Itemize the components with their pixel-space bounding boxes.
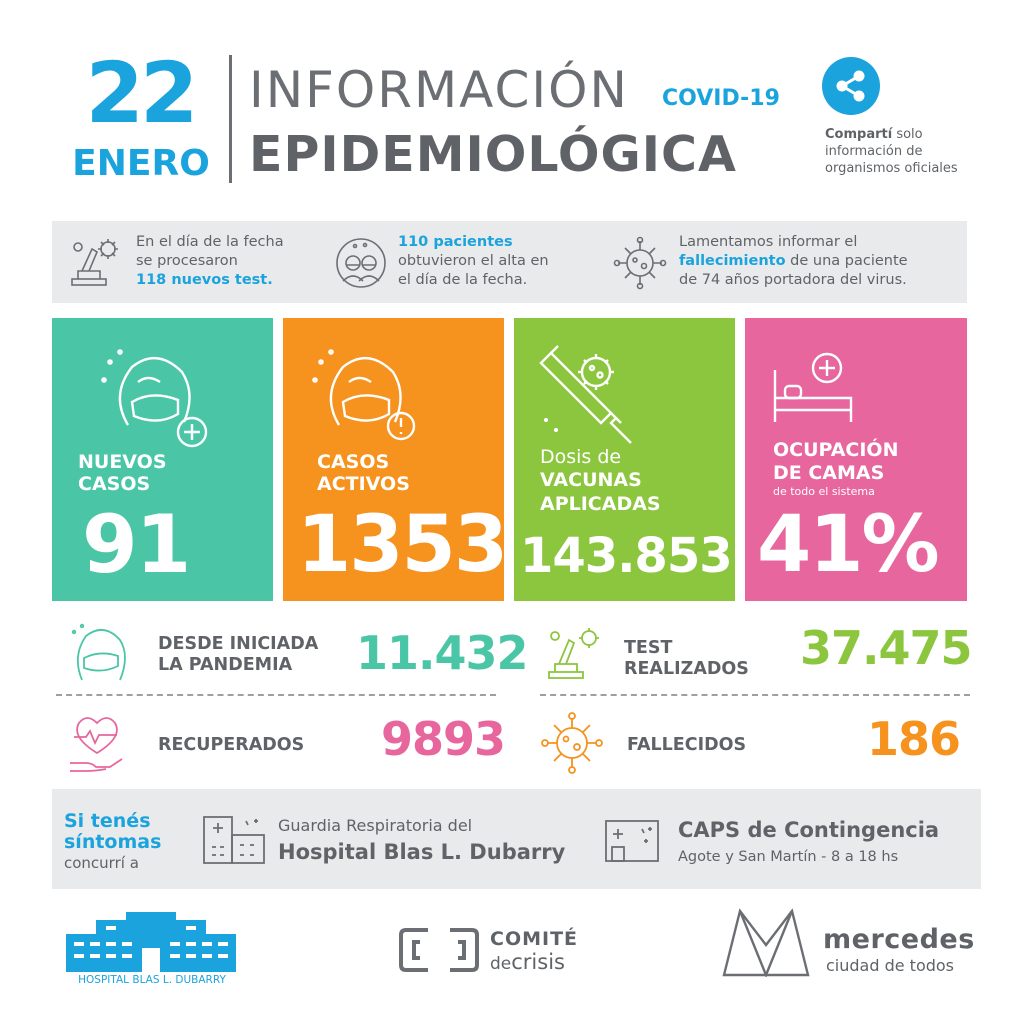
comite-sub: decrisis <box>490 951 565 975</box>
card-beds: OCUPACIÓN DE CAMAS de todo el sistema 41… <box>745 318 967 601</box>
date-month: ENERO <box>72 143 210 184</box>
divider-left <box>56 694 496 696</box>
share-button[interactable] <box>822 57 880 115</box>
info-deaths: Lamentamos informar el fallecimiento de … <box>679 233 908 290</box>
stat-since-pandemic-label-2: LA PANDEMIA <box>158 655 293 675</box>
info-tests-highlight: 118 nuevos test. <box>136 272 273 288</box>
card-active-cases-label-2: ACTIVOS <box>317 473 410 495</box>
info-discharges-highlight: 110 pacientes <box>398 234 513 250</box>
title-line1: INFORMACIÓN <box>249 61 629 119</box>
share-note: Compartí solo información de organismos … <box>825 126 995 177</box>
card-active-cases-label-1: CASOS <box>317 451 390 473</box>
card-beds-value: 41% <box>757 500 940 590</box>
hospital-logo <box>66 912 236 972</box>
comite-title: COMITÉ <box>490 928 579 950</box>
stat-tests-label-2: REALIZADOS <box>624 659 749 679</box>
card-vaccines-label-1: VACUNAS <box>540 469 642 491</box>
info-discharges-line3: el día de la fecha. <box>398 272 528 288</box>
stat-since-pandemic-label-1: DESDE INICIADA <box>158 634 319 654</box>
symptoms-line1: Si tenés <box>64 810 151 832</box>
share-note-line2: información de <box>825 144 923 159</box>
symptoms-line2: síntomas <box>64 831 162 853</box>
syringe-virus-icon <box>539 345 632 444</box>
symptoms-line3: concurrí a <box>64 854 139 872</box>
virus-icon <box>613 236 667 290</box>
caps-name: CAPS de Contingencia <box>678 818 940 842</box>
card-beds-sub: de todo el sistema <box>773 485 875 498</box>
card-vaccines-label-2: APLICADAS <box>540 493 661 515</box>
stat-tests-value: 37.475 <box>800 621 973 675</box>
mercedes-logo-icon <box>722 908 810 977</box>
comite-sub-de: de <box>490 954 512 974</box>
caps-detail: Agote y San Martín - 8 a 18 hs <box>678 849 899 865</box>
virus-icon <box>541 712 603 774</box>
stat-deceased-label: FALLECIDOS <box>627 735 747 755</box>
info-deaths-highlight: fallecimiento <box>679 253 786 269</box>
card-active-cases: CASOS ACTIVOS 1353 <box>283 318 504 601</box>
card-new-cases-label-2: CASOS <box>78 473 151 495</box>
masked-face-plus-icon <box>101 349 208 448</box>
stat-recovered-label: RECUPERADOS <box>158 735 305 755</box>
hospital-bed-icon <box>773 352 853 422</box>
stat-recovered-value: 9893 <box>381 712 506 766</box>
masked-face-alert-icon <box>312 349 416 441</box>
masked-face-icon <box>71 623 126 681</box>
card-new-cases: NUEVOS CASOS 91 <box>52 318 273 601</box>
card-new-cases-value: 91 <box>82 498 191 591</box>
info-deaths-line3: de 74 años portadora del virus. <box>679 272 907 288</box>
header-divider <box>229 55 232 183</box>
info-discharges-line2: obtuvieron el alta en <box>398 253 549 269</box>
symptoms-bar: Si tenés síntomas concurrí a Guardia Res… <box>52 789 981 889</box>
hospital-name: Hospital Blas L. Dubarry <box>278 840 566 864</box>
divider-right <box>540 694 970 696</box>
share-note-line3: organismos oficiales <box>825 161 958 176</box>
info-deaths-line1: Lamentamos informar el <box>679 234 858 250</box>
card-active-cases-value: 1353 <box>297 500 504 590</box>
card-vaccines-pre: Dosis de <box>540 446 622 468</box>
stat-deceased-value: 186 <box>867 712 961 766</box>
info-discharges: 110 pacientes obtuvieron el alta en el d… <box>398 233 549 290</box>
share-note-rest: solo <box>896 127 923 142</box>
date-day: 22 <box>85 44 199 142</box>
hospital-pre: Guardia Respiratoria del <box>278 816 473 835</box>
comite-logo-icon <box>399 928 479 972</box>
mercedes-title: mercedes <box>823 924 975 955</box>
covid-tag: COVID-19 <box>662 86 780 111</box>
info-tests: En el día de la fecha se procesaron 118 … <box>136 233 284 290</box>
heart-hand-icon <box>70 717 123 772</box>
info-tests-line1: En el día de la fecha <box>136 234 284 250</box>
masked-people-icon <box>336 238 386 288</box>
stat-since-pandemic-value: 11.432 <box>356 626 529 680</box>
title-line2: EPIDEMIOLÓGICA <box>249 126 737 183</box>
caps-building-icon <box>605 820 659 862</box>
microscope-icon <box>548 628 599 679</box>
comite-sub-crisis: crisis <box>511 950 565 974</box>
card-beds-label-2: DE CAMAS <box>773 462 885 484</box>
card-vaccines-value: 143.853 <box>520 528 733 584</box>
info-bar: En el día de la fecha se procesaron 118 … <box>52 221 967 303</box>
share-note-bold: Compartí <box>825 127 893 142</box>
info-deaths-line2: de una paciente <box>790 253 908 269</box>
card-vaccines: Dosis de VACUNAS APLICADAS 143.853 <box>514 318 735 601</box>
card-beds-label-1: OCUPACIÓN <box>773 439 899 461</box>
stat-tests-label-1: TEST <box>624 638 673 658</box>
hospital-building-icon <box>203 816 265 864</box>
hospital-logo-text: HOSPITAL BLAS L. DUBARRY <box>78 974 226 986</box>
info-tests-line2: se procesaron <box>136 253 238 269</box>
share-icon <box>836 70 865 102</box>
microscope-icon <box>71 239 118 286</box>
mercedes-sub: ciudad de todos <box>826 956 955 975</box>
card-new-cases-label-1: NUEVOS <box>78 451 167 473</box>
